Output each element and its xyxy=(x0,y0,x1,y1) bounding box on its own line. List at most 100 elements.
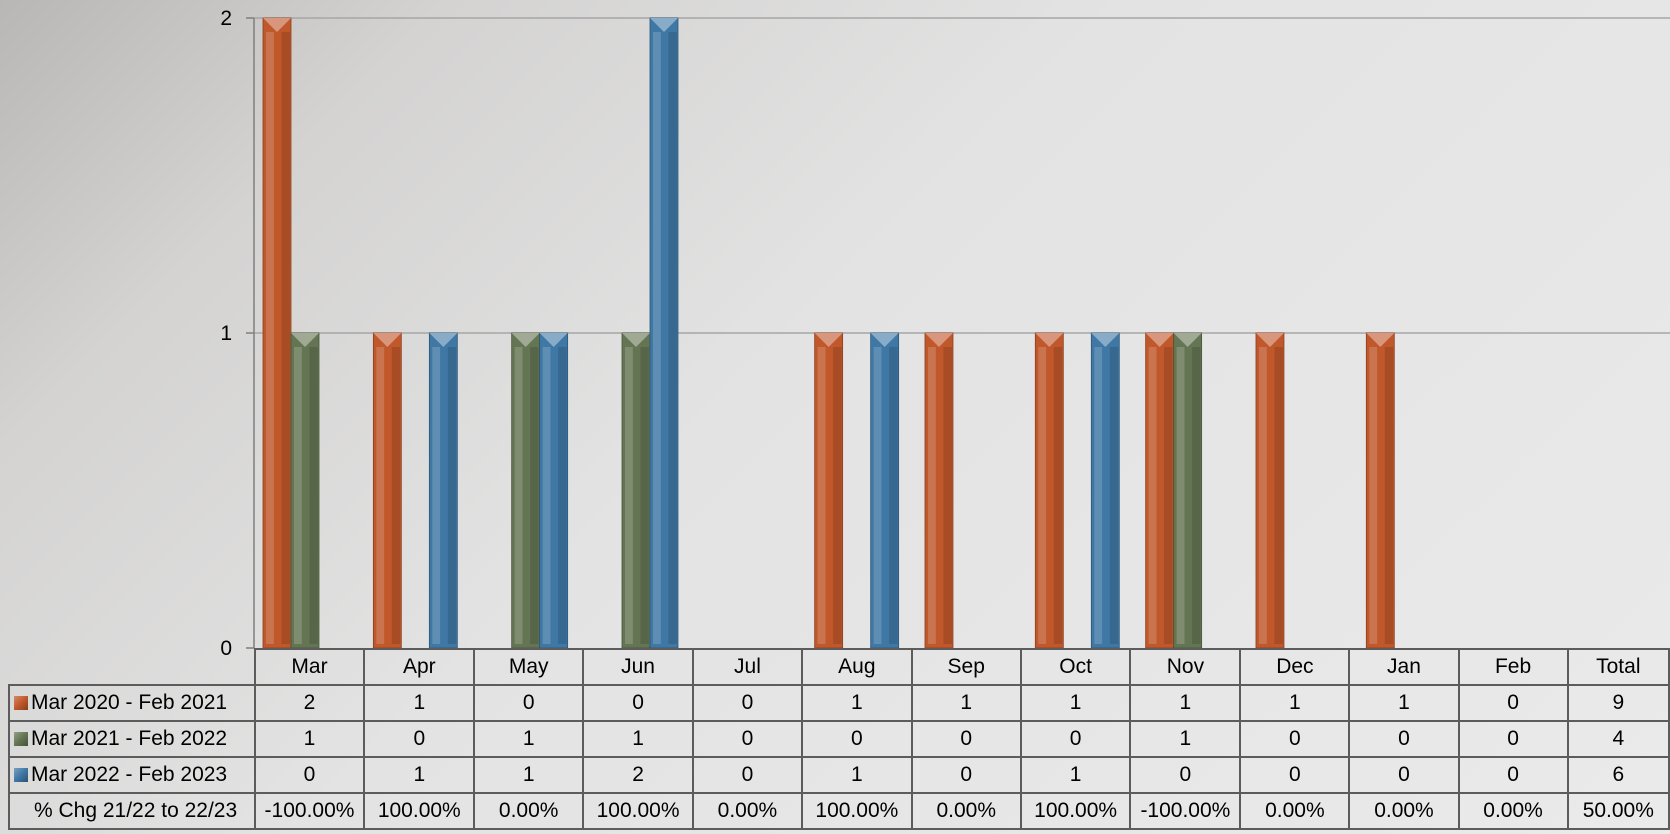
bar xyxy=(1173,332,1203,649)
table-cell: 1 xyxy=(363,756,476,794)
table-cell: 0 xyxy=(582,684,694,722)
table-cell: 0 xyxy=(363,720,476,758)
x-tick-label: Nov xyxy=(1129,648,1242,686)
bars xyxy=(262,17,1395,649)
table-cell: 0 xyxy=(1348,756,1460,794)
table-cell: 1 xyxy=(1019,756,1132,794)
table-header-row: Mar Apr May Jun Jul Aug Sep Oct Nov Dec Jan Feb Tota… xyxy=(9,648,1670,686)
total-header: Total xyxy=(1566,648,1670,686)
bar xyxy=(924,332,954,649)
table-cell: 0.00% xyxy=(1348,792,1460,830)
row-label: % Chg 21/22 to 22/23 xyxy=(8,792,256,830)
table-cell: 1 xyxy=(1129,684,1242,722)
bar xyxy=(870,332,900,649)
legend-swatch xyxy=(14,696,28,710)
bar xyxy=(1255,332,1285,649)
bar xyxy=(649,17,679,649)
row-label-text: Mar 2020 - Feb 2021 xyxy=(31,691,228,714)
table-row: Mar 2020 - Feb 2021 2 1 0 0 0 1 1 1 1 1 1 0 9 xyxy=(8,684,1670,722)
table-cell: 1 xyxy=(1129,720,1242,758)
x-tick-label: Jan xyxy=(1348,648,1460,686)
table-cell: -100.00% xyxy=(1129,792,1242,830)
x-tick-label: May xyxy=(473,648,585,686)
table-cell: 1 xyxy=(253,720,366,758)
x-tick-label: Sep xyxy=(910,648,1022,686)
table-cell: 1 xyxy=(473,756,585,794)
x-tick-label: Jul xyxy=(691,648,804,686)
bar xyxy=(621,332,651,649)
table-cell: 0 xyxy=(1129,756,1242,794)
bar xyxy=(511,332,541,649)
table-corner xyxy=(9,649,255,685)
table-cell: 0 xyxy=(473,684,585,722)
table-cell: 9 xyxy=(1566,684,1670,722)
row-label-text: % Chg 21/22 to 22/23 xyxy=(34,799,238,822)
bar xyxy=(1034,332,1064,649)
table-cell: 1 xyxy=(1019,684,1132,722)
table-cell: 0.00% xyxy=(1239,792,1351,830)
table-cell: 100.00% xyxy=(1019,792,1132,830)
table-cell: 2 xyxy=(582,756,694,794)
table-cell: 4 xyxy=(1566,720,1670,758)
table-cell: 1 xyxy=(801,684,913,722)
table-row: Mar 2022 - Feb 2023 0 1 1 2 0 1 0 1 0 0 0 0 6 xyxy=(8,756,1670,794)
y-tick-label: 2 xyxy=(220,7,232,30)
row-label: Mar 2021 - Feb 2022 xyxy=(8,720,256,758)
gridlines xyxy=(254,17,1670,334)
y-tick-label: 1 xyxy=(220,322,232,345)
table-cell: 0.00% xyxy=(691,792,804,830)
table-cell: 0 xyxy=(1239,720,1351,758)
y-axis: 0 1 2 xyxy=(220,7,255,660)
table-row: Mar 2021 - Feb 2022 1 0 1 1 0 0 0 0 1 0 0 0 4 xyxy=(8,720,1670,758)
table-cell: 0.00% xyxy=(473,792,585,830)
bar xyxy=(1145,332,1175,649)
table-cell: 0 xyxy=(1457,684,1569,722)
bar xyxy=(372,332,402,649)
table-cell: 0 xyxy=(691,720,804,758)
table-cell: 50.00% xyxy=(1566,792,1670,830)
table-cell: 0 xyxy=(910,756,1022,794)
bar xyxy=(539,332,569,649)
row-label: Mar 2020 - Feb 2021 xyxy=(8,684,256,722)
table-cell: 0 xyxy=(1457,756,1569,794)
table-cell: 0 xyxy=(691,684,804,722)
table-cell: 0 xyxy=(253,756,366,794)
x-tick-label: Apr xyxy=(363,648,476,686)
table-cell: 0 xyxy=(801,720,913,758)
table-cell: 0 xyxy=(1348,720,1460,758)
x-tick-label: Aug xyxy=(801,648,913,686)
x-tick-label: Oct xyxy=(1019,648,1132,686)
table-cell: 1 xyxy=(582,720,694,758)
table-cell: 1 xyxy=(1239,684,1351,722)
row-label-text: Mar 2022 - Feb 2023 xyxy=(31,763,228,786)
bar xyxy=(290,332,320,649)
table-cell: 1 xyxy=(910,684,1022,722)
table-cell: 1 xyxy=(801,756,913,794)
table-cell: 0 xyxy=(1019,720,1132,758)
table-cell: 0 xyxy=(1239,756,1351,794)
table-cell: 6 xyxy=(1566,756,1670,794)
table-cell: 0 xyxy=(910,720,1022,758)
table-cell: 1 xyxy=(363,684,476,722)
table-cell: 2 xyxy=(253,684,366,722)
table-cell: 100.00% xyxy=(363,792,476,830)
table-cell: 100.00% xyxy=(582,792,694,830)
table-cell: 100.00% xyxy=(801,792,913,830)
legend-swatch xyxy=(14,732,28,746)
row-label-text: Mar 2021 - Feb 2022 xyxy=(31,727,228,750)
x-tick-label: Jun xyxy=(582,648,694,686)
data-table: Mar Apr May Jun Jul Aug Sep Oct Nov Dec Jan Feb Tota… xyxy=(8,648,1670,830)
bar xyxy=(814,332,844,649)
bar xyxy=(1365,332,1395,649)
table-cell: 0.00% xyxy=(910,792,1022,830)
bar xyxy=(262,17,292,649)
x-tick-label: Mar xyxy=(253,648,366,686)
bar xyxy=(1090,332,1120,649)
table-cell: 0 xyxy=(1457,720,1569,758)
table-cell: 0.00% xyxy=(1457,792,1569,830)
table-cell: 1 xyxy=(1348,684,1460,722)
table-cell: 0 xyxy=(691,756,804,794)
table-cell: -100.00% xyxy=(253,792,366,830)
x-tick-label: Feb xyxy=(1457,648,1569,686)
